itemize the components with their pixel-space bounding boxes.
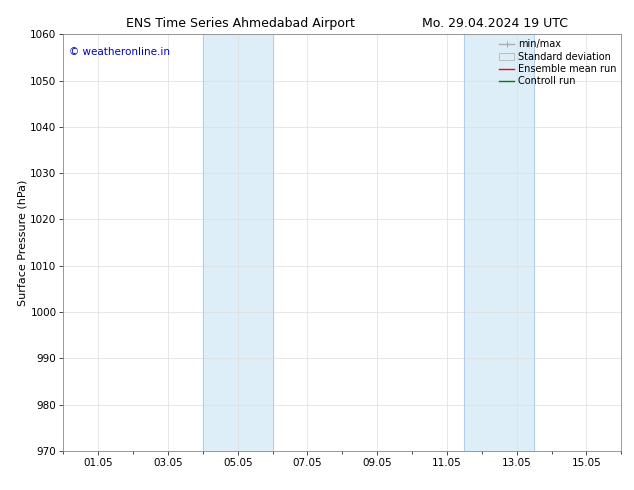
Text: ENS Time Series Ahmedabad Airport: ENS Time Series Ahmedabad Airport [126,17,356,30]
Legend: min/max, Standard deviation, Ensemble mean run, Controll run: min/max, Standard deviation, Ensemble me… [496,36,619,89]
Text: Mo. 29.04.2024 19 UTC: Mo. 29.04.2024 19 UTC [422,17,567,30]
Y-axis label: Surface Pressure (hPa): Surface Pressure (hPa) [17,179,27,306]
Bar [203,34,273,451]
Text: © weatheronline.in: © weatheronline.in [69,47,170,57]
Bar [464,34,534,451]
